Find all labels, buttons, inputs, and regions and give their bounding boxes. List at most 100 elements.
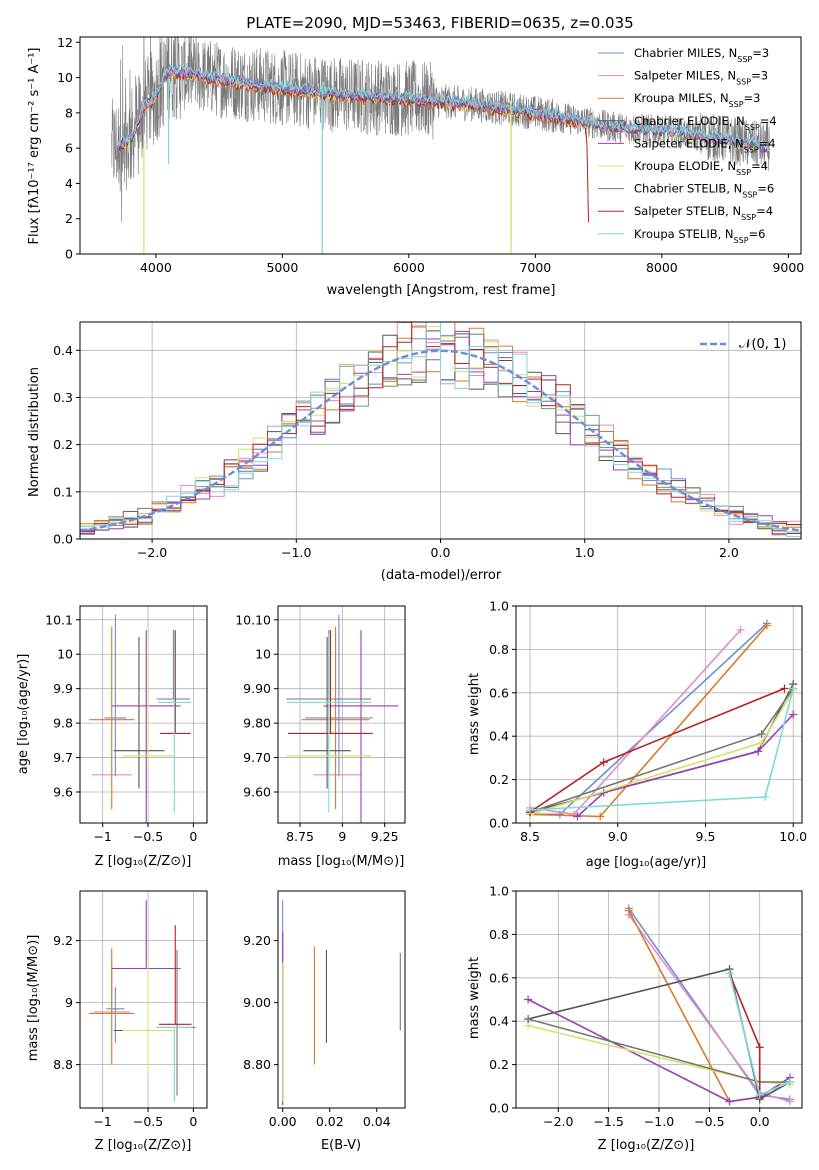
plot-area [526,619,798,821]
plot-area [89,614,191,823]
age-vs-metallicity-panel: −1 −0.5 0 9.6 9.7 9.8 9.9 10 10.1 [45,605,208,844]
mass-weight-line-3 [529,683,794,813]
y-tick-label: 12 [57,35,73,50]
x-tick-label: −1.0 [281,545,311,560]
mass-weight-marker-7 [599,758,608,767]
mass-weight-marker-7 [755,1043,764,1052]
axes-frame [79,321,802,540]
legend-label-8: Kroupa STELIB, NSSP=6 [634,227,765,245]
figure-title: PLATE=2090, MJD=53463, FIBERID=0635, z=0… [246,14,633,32]
plot-area [524,904,794,1106]
mass-weight-line-2 [628,910,760,1103]
ebv-xlabel: E(B-V) [321,1138,361,1153]
mass-weight-marker-2 [762,621,771,630]
axes-frame [515,890,803,1109]
x-tick-label: −0.5 [133,1114,163,1129]
y-tick-label: 8 [65,105,73,120]
mass-weight-marker-8 [725,969,734,978]
massweight-vs-age-panel: 8.5 9.0 9.5 10.0 0.0 0.2 0.4 0.6 0.8 1.0 [489,599,807,845]
x-tick-label: −2.0 [137,545,167,560]
plot-area [80,322,801,539]
legend-label-6: Chabrier STELIB, NSSP=6 [634,182,774,200]
histogram-legend: 𝒩(0, 1) [700,337,786,352]
x-tick-label: 8.5 [520,829,540,844]
y-tick-label: 0.3 [53,390,73,405]
mass-weight-marker-8 [526,805,535,814]
y-tick-label: 0.4 [53,343,73,358]
y-tick-label: 0.6 [489,970,509,985]
plot-area [286,614,399,823]
plot-area [282,900,401,1105]
massweight-vs-metallicity-panel: −2.0 −1.5 −1.0 −0.5 0.0 0.0 0.2 0.4 0.6 0.8 1.0 [489,884,803,1129]
x-tick-label: −2.0 [543,1114,573,1129]
x-tick-label: 9 [338,829,346,844]
y-tick-label: 9.00 [243,995,271,1010]
y-tick-label: 0.4 [489,729,509,744]
y-tick-label: 6 [65,141,73,156]
mass-weight-marker-4 [573,812,582,821]
x-tick-label: 10.0 [779,829,807,844]
y-tick-label: 4 [65,176,73,191]
mass-weight-marker-4 [725,1097,734,1106]
plot-area [89,900,196,1102]
x-tick-label: 4000 [140,260,172,275]
legend-label-4: Salpeter ELODIE, NSSP=4 [634,136,776,154]
y-tick-label: 8.80 [243,1057,271,1072]
x-tick-label: 0.02 [316,1114,344,1129]
y-tick-label: 9.2 [53,933,73,948]
y-tick-label: 10 [255,647,271,662]
histogram-xlabel: (data-model)/error [381,568,502,583]
y-tick-label: 8.8 [53,1057,73,1072]
age-vs-mass-panel: 8.75 9 9.25 9.60 9.70 9.80 9.90 10 10.10 [235,605,406,844]
grid-layer [516,605,802,824]
mZ-xlabel: Z [log₁₀(Z/Z⊙)] [95,1138,192,1153]
x-tick-label: 9000 [772,260,804,275]
axes-frame [79,36,802,255]
mass-weight-marker-4 [789,710,798,719]
mwA-xlabel: age [log₁₀(age/yr)] [586,855,707,870]
y-tick-label: 9.90 [243,681,271,696]
legend-label-2: Kroupa MILES, NSSP=3 [634,91,760,109]
grid-layer [80,606,207,823]
plot-area [111,37,770,254]
mass-weight-marker-7 [780,684,789,693]
x-tick-label: 9.25 [371,829,399,844]
x-tick-label: 0 [189,1114,197,1129]
mass-weight-marker-6 [524,1015,533,1024]
y-tick-label: 0.8 [489,927,509,942]
axes-frame [515,605,803,824]
mass-weight-marker-8 [785,1077,794,1086]
axes-frame [277,605,406,824]
x-tick-label: 5000 [266,260,298,275]
y-tick-label: 0.2 [489,1057,509,1072]
y-tick-label: 9.80 [243,716,271,731]
legend-label-1: Salpeter MILES, NSSP=3 [634,69,768,87]
x-tick-label: −0.5 [133,829,163,844]
mass-weight-line-8 [529,688,794,811]
y-tick-label: 1.0 [489,599,509,614]
mass-weight-marker-8 [761,792,770,801]
spectrum-legend: Chabrier MILES, NSSP=3 Salpeter MILES, NS… [598,46,777,244]
mass-weight-marker-2 [624,906,633,915]
y-tick-label: 9.7 [53,750,73,765]
x-tick-label: −1 [93,829,111,844]
x-tick-label: 0.00 [269,1114,297,1129]
model-spectrum-8 [117,64,770,151]
y-tick-label: 9.60 [243,785,271,800]
y-tick-label: 2 [65,211,73,226]
grid-layer [278,606,405,823]
x-tick-label: 0.0 [750,1114,770,1129]
mass-weight-marker-8 [789,684,798,693]
x-tick-label: 9.0 [608,829,628,844]
mwZ-ylabel: mass weight [467,957,482,1039]
y-tick-label: 9.6 [53,785,73,800]
y-tick-label: 10.1 [45,612,73,627]
mass-weight-marker-1 [785,1097,794,1106]
mass-weight-marker-5 [757,738,766,747]
mass-weight-line-1 [529,629,742,816]
mZ-ylabel: mass [log₁₀(M/M⊙)] [26,935,41,1062]
mass-weight-line-0 [530,622,768,816]
legend-label-5: Kroupa ELODIE, NSSP=4 [634,159,768,177]
x-tick-label: 6000 [393,260,425,275]
